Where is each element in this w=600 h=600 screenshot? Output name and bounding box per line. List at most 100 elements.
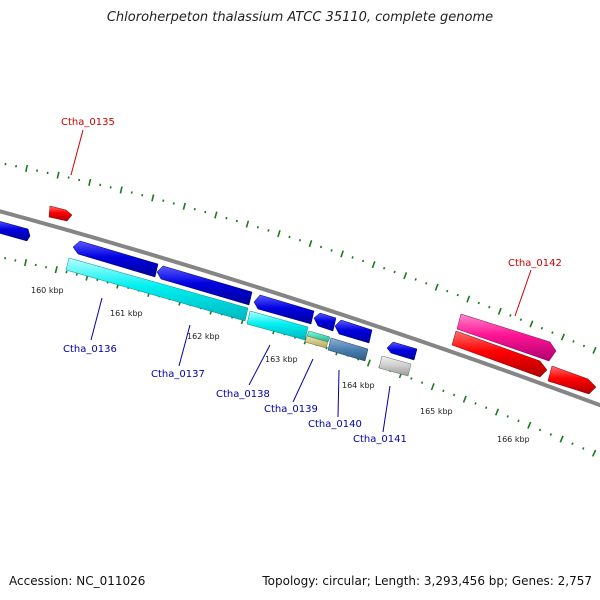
gene-arrow-blue-5[interactable]: [334, 319, 373, 344]
outer-tick: [466, 295, 471, 303]
gene-arrow-red-2[interactable]: [547, 365, 597, 395]
inner-tick: [325, 346, 328, 350]
gene-arrow-ctha-0136[interactable]: [65, 257, 249, 322]
outer-tick: [340, 250, 344, 258]
outer-tick: [330, 249, 333, 252]
gene-arrow-blue-4[interactable]: [313, 312, 337, 332]
gene-label-ctha-0140[interactable]: Ctha_0140: [308, 419, 362, 430]
outer-tick: [78, 178, 81, 182]
outer-tick: [130, 191, 133, 194]
inner-tick: [65, 270, 68, 274]
leader-ctha-0136: [90, 297, 103, 341]
inner-tick: [4, 256, 7, 260]
inner-tick: [474, 402, 477, 405]
leader-ctha-0140: [337, 369, 340, 418]
outer-tick: [477, 301, 480, 305]
genome-title: Chloroherpeton thalassium ATCC 35110, co…: [106, 10, 494, 25]
gene-arrow-blue-1[interactable]: [72, 240, 159, 278]
gene-arrow-partial-left[interactable]: [0, 220, 31, 242]
inner-tick: [549, 433, 553, 436]
outer-tick: [109, 186, 112, 189]
gene-label-ctha-0138[interactable]: Ctha_0138: [216, 389, 270, 400]
outer-tick: [540, 326, 544, 330]
outer-tick: [361, 259, 365, 263]
gene-label-ctha-0136[interactable]: Ctha_0136: [63, 344, 117, 355]
outer-tick: [414, 278, 417, 281]
outer-tick: [393, 270, 396, 274]
gene-arrow-ctha-0137[interactable]: [246, 310, 309, 341]
scale-labels: 160 kbp 161 kbp 162 kbp 163 kbp 164 kbp …: [31, 286, 530, 444]
gene-arrow-ctha-0142[interactable]: [456, 313, 557, 362]
outer-tick: [245, 220, 250, 228]
outer-tick: [235, 219, 238, 223]
outer-tick: [88, 178, 92, 186]
gene-label-ctha-0142[interactable]: Ctha_0142: [508, 258, 562, 269]
inner-tick: [506, 415, 509, 418]
outer-tick: [182, 202, 186, 210]
inner-tick: [494, 408, 500, 416]
outer-tick: [25, 164, 29, 172]
outer-tick: [36, 169, 39, 172]
outer-tick: [141, 194, 144, 197]
outer-tick: [434, 283, 439, 291]
label-leaders: [70, 129, 532, 433]
scale-label-164: 164 kbp: [342, 381, 375, 390]
outer-tick: [446, 289, 449, 293]
inner-tick: [517, 419, 520, 423]
outer-tick: [560, 333, 566, 341]
outer-tick: [572, 340, 575, 343]
outer-tick-row: [4, 162, 597, 354]
inner-tick: [571, 442, 574, 446]
inner-tick: [410, 377, 413, 380]
leader-ctha-0137: [178, 324, 191, 367]
scale-label-163: 163 kbp: [265, 355, 298, 364]
accession-text: Accession: NC_011026: [9, 574, 146, 588]
outer-tick: [204, 210, 207, 214]
outer-tick: [592, 346, 597, 354]
gene-arrow-ctha-0138[interactable]: [304, 335, 329, 349]
gene-label-ctha-0135[interactable]: Ctha_0135: [61, 117, 115, 128]
gene-arrow-blue-6[interactable]: [386, 341, 418, 361]
inner-tick: [591, 449, 597, 457]
outer-tick: [519, 318, 523, 321]
outer-tick: [497, 307, 502, 315]
outer-tick: [403, 272, 408, 280]
outer-tick: [193, 207, 196, 211]
gene-labels: Ctha_0135 Ctha_0136 Ctha_0137 Ctha_0138 …: [61, 117, 562, 445]
inner-tick: [54, 266, 58, 274]
outer-tick: [308, 240, 313, 248]
gene-label-ctha-0141[interactable]: Ctha_0141: [353, 434, 407, 445]
outer-tick: [383, 266, 386, 270]
outer-tick: [425, 282, 428, 285]
outer-tick: [488, 305, 491, 309]
outer-tick: [509, 314, 512, 317]
gene-label-ctha-0137[interactable]: Ctha_0137: [151, 369, 205, 380]
outer-tick: [371, 261, 376, 269]
outer-tick: [529, 320, 534, 328]
gene-arrow-ctha-0139[interactable]: [327, 337, 369, 362]
gene-arrow-blue-2[interactable]: [156, 265, 253, 306]
inner-tick: [14, 259, 17, 262]
outer-tick: [225, 216, 228, 220]
inner-tick: [582, 447, 585, 450]
inner-tick: [45, 266, 48, 269]
genome-summary-text: Topology: circular; Length: 3,293,456 bp…: [262, 574, 592, 588]
leader-ctha-0142: [514, 269, 532, 317]
inner-tick: [24, 259, 28, 267]
gene-arrow-blue-3[interactable]: [253, 294, 315, 325]
gene-arrow-ctha-0141[interactable]: [378, 355, 412, 377]
outer-tick: [277, 230, 281, 238]
outer-tick: [67, 176, 70, 179]
leader-ctha-0135: [70, 129, 84, 176]
gene-arrow-ctha-0135[interactable]: [48, 205, 73, 222]
gene-arrow-red-1[interactable]: [451, 330, 548, 378]
outer-tick: [214, 211, 218, 219]
outer-tick: [582, 344, 586, 348]
outer-tick: [99, 183, 102, 187]
inner-tick: [538, 428, 542, 432]
outer-tick: [56, 171, 60, 179]
gene-label-ctha-0139[interactable]: Ctha_0139: [264, 404, 318, 415]
outer-tick: [351, 256, 354, 259]
gene-features: [0, 205, 597, 395]
